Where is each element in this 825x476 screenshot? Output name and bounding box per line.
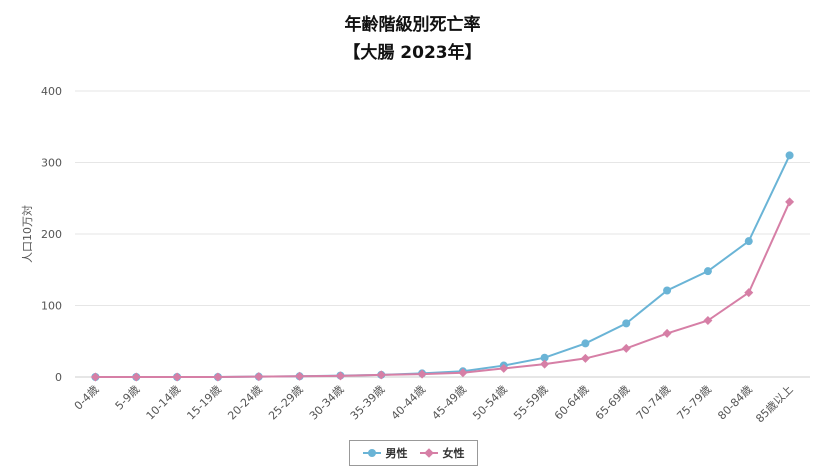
y-tick-label: 200 bbox=[41, 228, 62, 241]
y-axis-ticks: 0 100 200 300 400 bbox=[41, 85, 62, 384]
x-tick-label: 35-39歳 bbox=[348, 383, 388, 423]
data-point[interactable] bbox=[172, 372, 182, 382]
x-tick-label: 80-84歳 bbox=[715, 383, 755, 423]
data-point[interactable] bbox=[581, 339, 590, 348]
legend-item-female[interactable]: 女性 bbox=[419, 445, 465, 461]
x-tick-label: 55-59歳 bbox=[511, 383, 551, 423]
grid-lines bbox=[75, 90, 810, 378]
series-line-1 bbox=[95, 201, 791, 378]
x-tick-label: 20-24歳 bbox=[225, 383, 265, 423]
chart-title: 年齢階級別死亡率 bbox=[344, 15, 481, 35]
data-point[interactable] bbox=[785, 151, 794, 160]
data-point[interactable] bbox=[703, 267, 712, 276]
data-point[interactable] bbox=[663, 286, 672, 295]
y-tick-label: 0 bbox=[55, 371, 62, 384]
data-point[interactable] bbox=[744, 237, 753, 246]
data-point[interactable] bbox=[703, 316, 713, 326]
x-tick-label: 15-19歳 bbox=[184, 383, 224, 423]
data-point[interactable] bbox=[131, 372, 141, 382]
x-tick-label: 45-49歳 bbox=[429, 383, 469, 423]
x-tick-label: 65-69歳 bbox=[593, 383, 633, 423]
legend-label-female: 女性 bbox=[442, 447, 465, 460]
data-point[interactable] bbox=[621, 343, 631, 353]
chart-subtitle: 【大腸 2023年】 bbox=[343, 43, 482, 63]
x-tick-label: 70-74歳 bbox=[634, 383, 674, 423]
data-point[interactable] bbox=[213, 372, 223, 382]
y-tick-label: 300 bbox=[41, 157, 62, 170]
legend: 男性 女性 bbox=[349, 440, 478, 466]
x-tick-label: 30-34歳 bbox=[307, 383, 347, 423]
y-tick-label: 400 bbox=[41, 85, 62, 98]
x-tick-label: 25-29歳 bbox=[266, 383, 306, 423]
x-tick-label: 60-64歳 bbox=[552, 383, 592, 423]
data-point[interactable] bbox=[90, 372, 100, 382]
x-tick-label: 50-54歳 bbox=[470, 383, 510, 423]
y-axis-label: 人口10万対 bbox=[20, 205, 34, 263]
data-point[interactable] bbox=[295, 371, 305, 381]
x-tick-label: 75-79歳 bbox=[674, 383, 714, 423]
data-point[interactable] bbox=[744, 288, 754, 298]
data-point[interactable] bbox=[376, 370, 386, 380]
data-point[interactable] bbox=[580, 353, 590, 363]
legend-swatch-male-icon bbox=[362, 448, 381, 458]
data-point[interactable] bbox=[458, 368, 468, 378]
data-point[interactable] bbox=[417, 369, 427, 379]
x-tick-label: 5-9歳 bbox=[113, 383, 143, 413]
x-tick-label: 0-4歳 bbox=[72, 383, 102, 413]
y-tick-label: 100 bbox=[41, 300, 62, 313]
series-group bbox=[90, 151, 795, 382]
data-point[interactable] bbox=[254, 372, 264, 382]
x-tick-label: 40-44歳 bbox=[389, 383, 429, 423]
data-point[interactable] bbox=[540, 353, 549, 362]
data-point[interactable] bbox=[785, 197, 795, 207]
legend-swatch-female-icon bbox=[419, 448, 438, 458]
series-line-0 bbox=[95, 154, 791, 378]
x-tick-label: 85歳以上 bbox=[753, 383, 795, 425]
data-point[interactable] bbox=[622, 319, 631, 328]
data-point[interactable] bbox=[540, 359, 550, 369]
legend-item-male[interactable]: 男性 bbox=[362, 445, 408, 461]
data-point[interactable] bbox=[499, 363, 509, 373]
legend-label-male: 男性 bbox=[385, 447, 408, 460]
x-axis-ticks: 0-4歳 5-9歳 10-14歳 15-19歳 20-24歳 25-29歳 30-34歳 35… bbox=[72, 383, 796, 425]
x-tick-label: 10-14歳 bbox=[144, 383, 184, 423]
data-point[interactable] bbox=[335, 371, 345, 381]
data-point[interactable] bbox=[662, 328, 672, 338]
